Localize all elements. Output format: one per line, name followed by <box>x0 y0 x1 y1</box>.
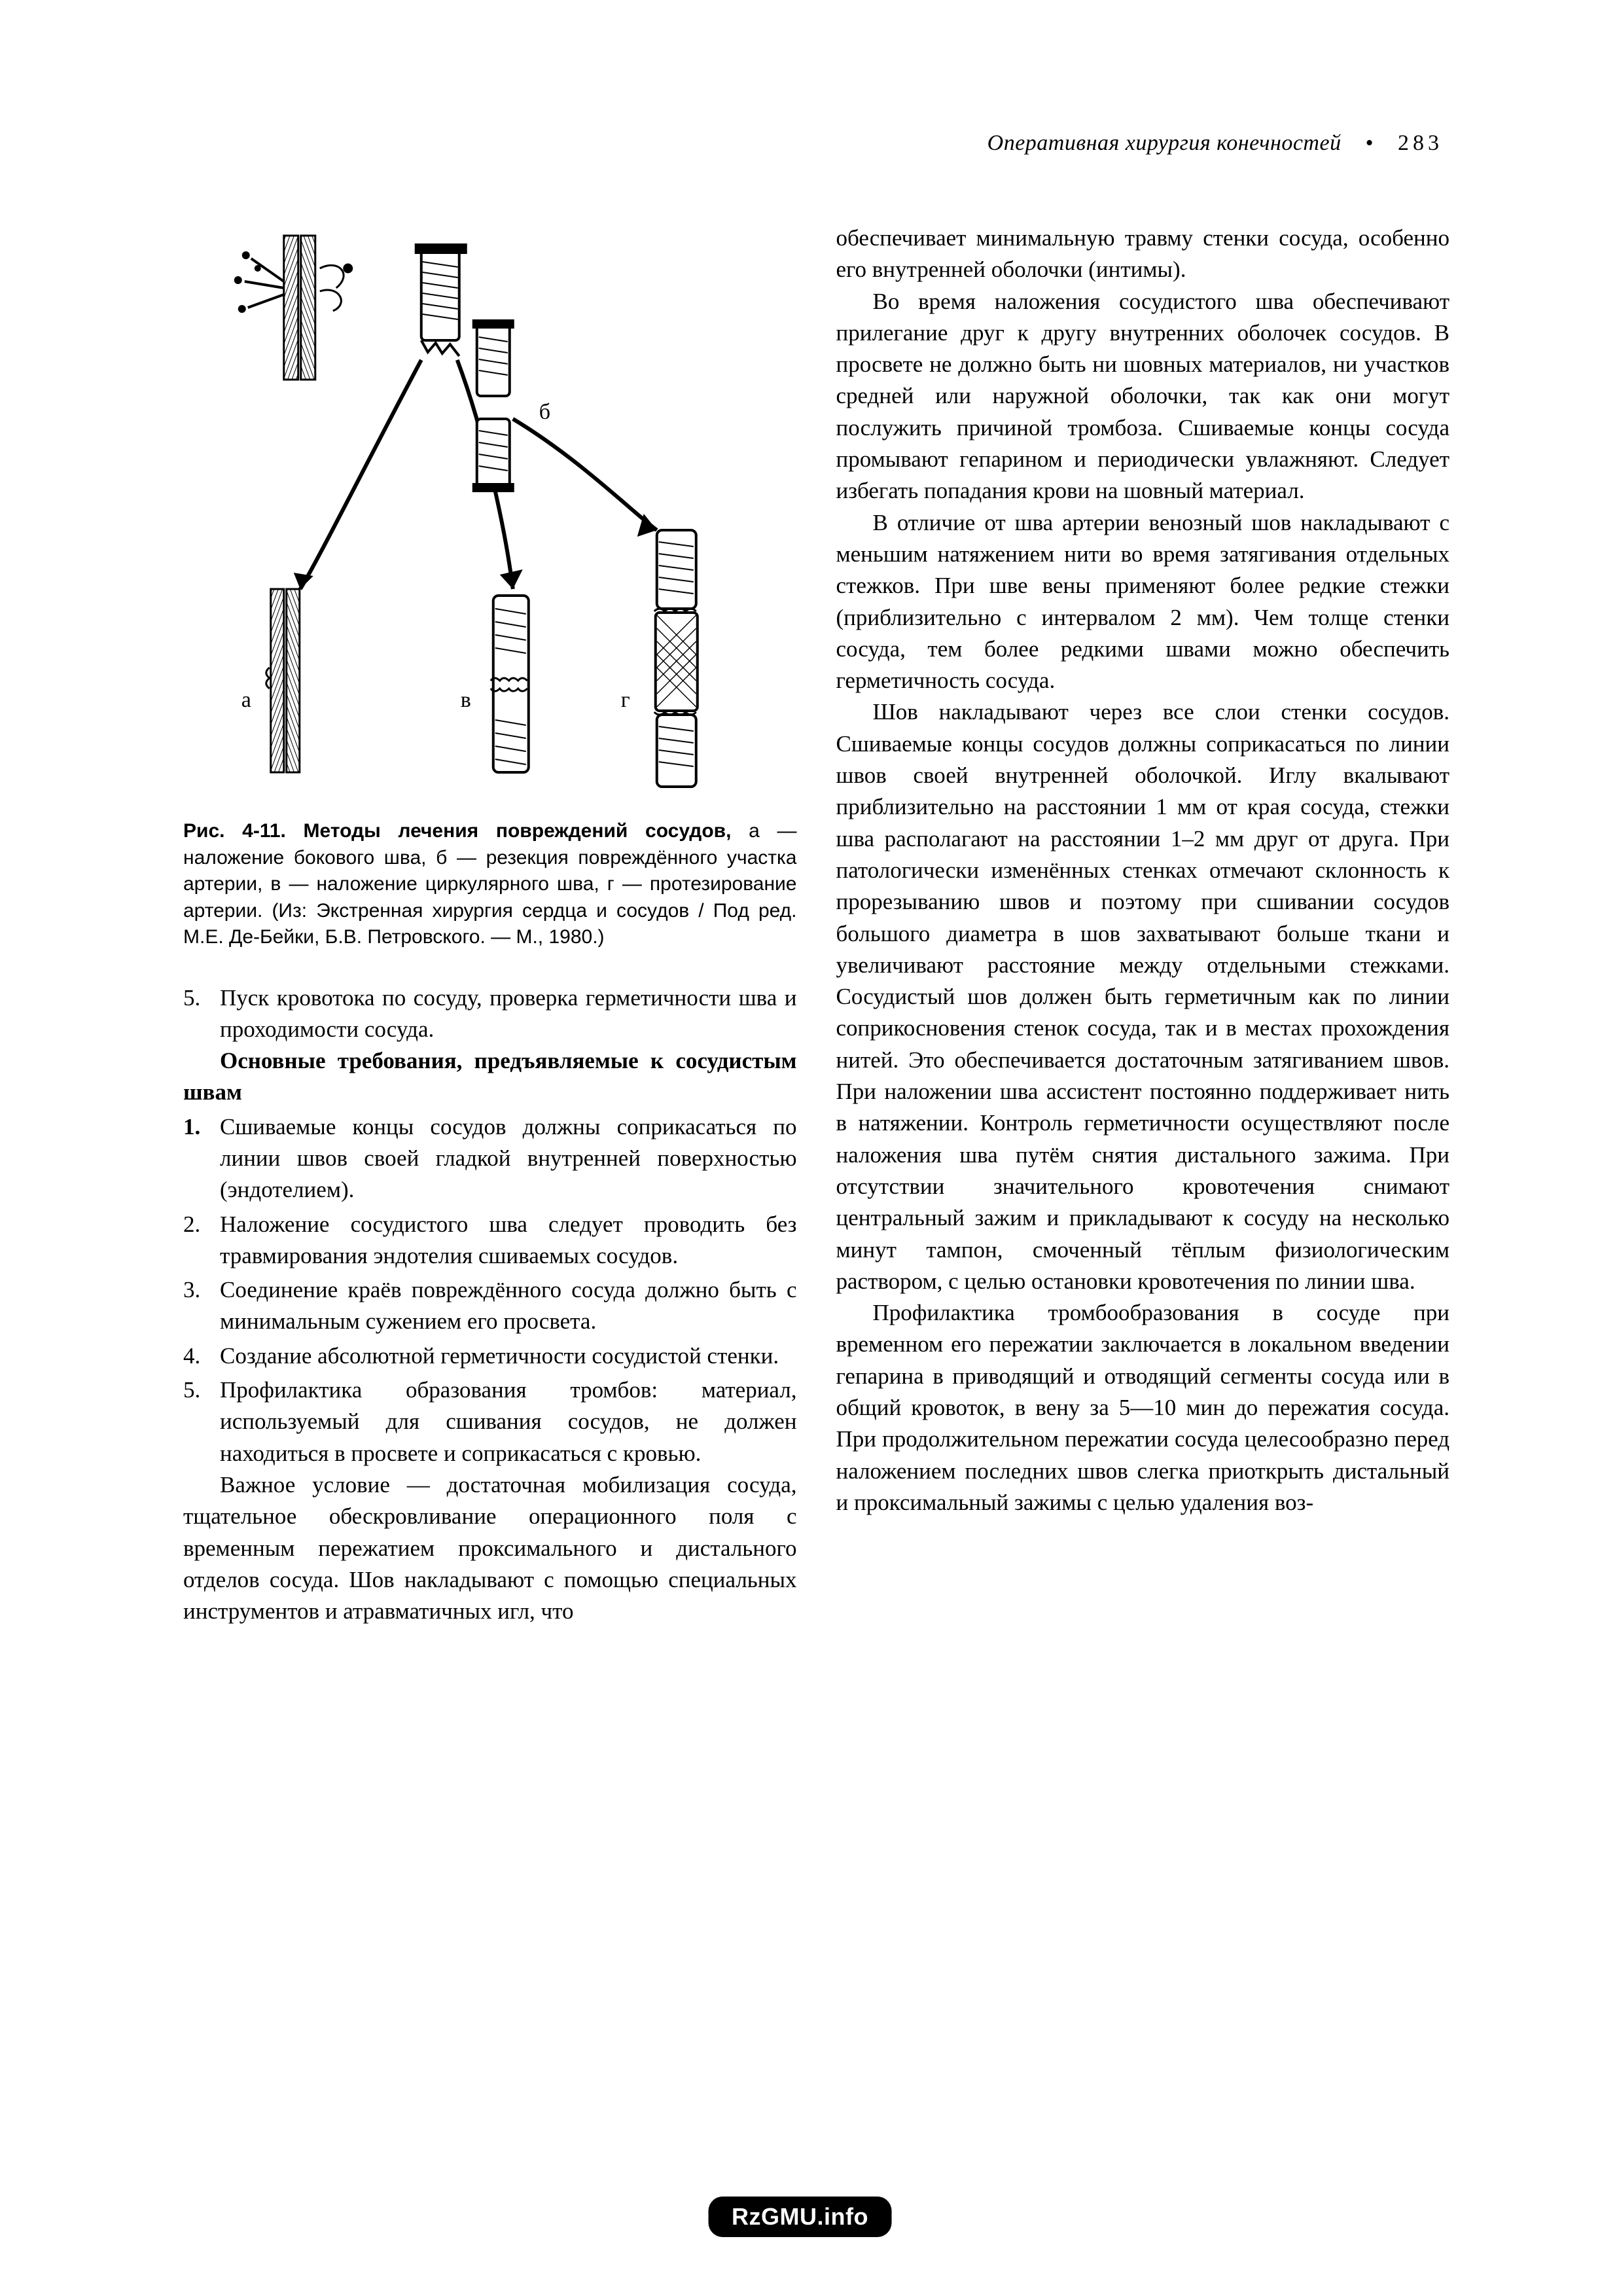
left-column: а <box>183 223 797 1627</box>
list-number: 5. <box>183 982 220 1046</box>
requirement-3: 3. Соединение краёв повреждённого сосуда… <box>183 1274 797 1338</box>
figure-4-11-caption: Рис. 4-11. Методы лечения повреждений со… <box>183 818 797 951</box>
figure-label-b: б <box>539 400 550 424</box>
two-column-layout: а <box>183 223 1449 1627</box>
list-number: 1. <box>183 1111 220 1206</box>
figure-caption-bold: Рис. 4-11. Методы лечения повреждений со… <box>183 820 731 842</box>
list-number: 2. <box>183 1209 220 1272</box>
requirement-5: 5. Профилактика образования тромбов: мат… <box>183 1374 797 1469</box>
page: Оперативная хирургия конечностей • 283 <box>0 0 1600 2296</box>
figure-label-v: в <box>461 688 471 712</box>
list-number: 3. <box>183 1274 220 1338</box>
right-p2: Во время наложения сосудистого шва обесп… <box>836 286 1450 507</box>
requirement-4: 4. Создание абсолютной герметичности сос… <box>183 1340 797 1372</box>
header-separator-dot: • <box>1366 131 1374 156</box>
requirement-2: 2. Наложение сосудистого шва следует про… <box>183 1209 797 1272</box>
stage-item-5: 5. Пуск кровотока по сосуду, проверка ге… <box>183 982 797 1046</box>
figure-label-g: г <box>621 688 630 712</box>
right-column: обеспечивает минимальную травму стенки с… <box>836 223 1450 1627</box>
requirements-subhead-text: Основные требования, предъявляемые к сос… <box>183 1048 797 1105</box>
list-number: 4. <box>183 1340 220 1372</box>
figure-4-11-illustration: а <box>183 223 797 798</box>
right-p1: обеспечивает минимальную травму стенки с… <box>836 223 1450 286</box>
left-tail-paragraph: Важное условие — достаточная мобилизация… <box>183 1469 797 1627</box>
stage-5-text: Пуск кровотока по сосуду, проверка герме… <box>220 982 797 1046</box>
header-chapter-title: Оперативная хирургия конечностей <box>987 131 1342 155</box>
page-header: Оперативная хирургия конечностей • 283 <box>987 131 1443 156</box>
requirement-2-text: Наложение сосудистого шва следует провод… <box>220 1209 797 1272</box>
right-p4: Шов накладывают через все слои стенки со… <box>836 696 1450 1297</box>
vessel-surgery-diagram-svg: а <box>183 223 797 798</box>
requirement-5-text: Профилактика образования тромбов: матери… <box>220 1374 797 1469</box>
header-page-number: 283 <box>1398 131 1443 155</box>
list-number: 5. <box>183 1374 220 1469</box>
requirement-1-text: Сшиваемые концы сосудов должны соприкаса… <box>220 1111 797 1206</box>
source-website-badge: RzGMU.info <box>708 2197 892 2237</box>
right-p3: В отличие от шва артерии венозный шов на… <box>836 507 1450 697</box>
requirement-4-text: Создание абсолютной герметичности сосуди… <box>220 1340 797 1372</box>
requirement-1: 1. Сшиваемые концы сосудов должны соприк… <box>183 1111 797 1206</box>
figure-label-a: а <box>241 688 251 712</box>
right-p5: Профилактика тромбообразования в сосуде … <box>836 1297 1450 1518</box>
requirements-subhead: Основные требования, предъявляемые к сос… <box>183 1045 797 1109</box>
requirement-3-text: Соединение краёв повреждённого сосуда до… <box>220 1274 797 1338</box>
